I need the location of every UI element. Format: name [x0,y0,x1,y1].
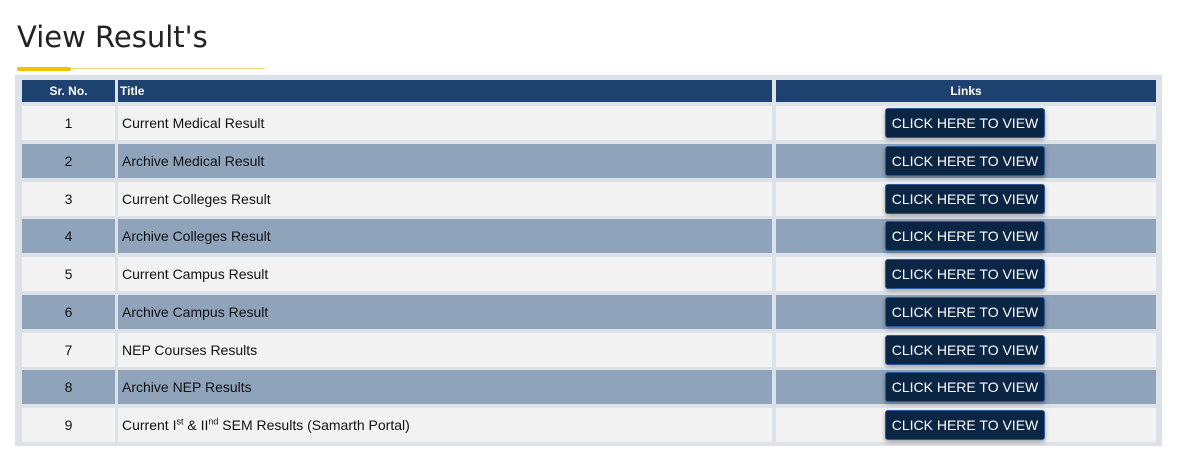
view-button[interactable]: CLICK HERE TO VIEW [885,259,1045,289]
title-text: Current Campus Result [122,266,268,282]
result-title: Archive Medical Result [118,143,772,178]
sr-no: 3 [22,181,115,216]
column-header: Links [776,80,1156,102]
view-button[interactable]: CLICK HERE TO VIEW [885,334,1045,365]
superscript: nd [208,416,219,427]
title-text: Archive Medical Result [122,153,264,169]
result-title: Archive Campus Result [118,294,772,329]
view-button[interactable]: CLICK HERE TO VIEW [885,221,1045,252]
view-button[interactable]: CLICK HERE TO VIEW [885,410,1045,440]
link-cell: CLICK HERE TO VIEW [776,143,1156,178]
title-part: Current Colleges Result [122,190,271,207]
title-part: Current Campus Result [122,266,269,282]
sr-no: 8 [22,370,115,405]
view-button[interactable]: CLICK HERE TO VIEW [885,296,1045,327]
title-part: & II [183,417,209,433]
title-text: NEP Courses Results [122,342,257,358]
result-title: Current Ist & IInd SEM Results (Samarth … [118,408,772,442]
link-cell: CLICK HERE TO VIEW [776,181,1156,216]
result-title: NEP Courses Results [118,332,772,367]
column-header: Title [118,80,772,102]
sr-no: 4 [22,219,115,254]
title-part: Archive Medical Result [122,152,265,169]
sr-no: 9 [22,408,115,442]
sr-no: 6 [22,294,115,329]
link-cell: CLICK HERE TO VIEW [776,370,1156,405]
page-title: View Result's [17,20,208,54]
result-title: Archive Colleges Result [118,219,772,254]
title-text: Archive NEP Results [122,379,252,395]
title-text: Archive Campus Result [122,304,268,320]
column-header: Sr. No. [22,80,115,102]
title-part: Current Medical Result [122,115,265,131]
view-button[interactable]: CLICK HERE TO VIEW [885,372,1045,403]
view-button[interactable]: CLICK HERE TO VIEW [885,145,1045,176]
result-title: Current Colleges Result [118,181,772,216]
title-text: Current Medical Result [122,115,264,131]
result-title: Archive NEP Results [118,370,772,405]
title-part: NEP Courses Results [122,341,258,358]
sr-no: 5 [22,257,115,291]
title-part: SEM Results (Samarth Portal) [218,417,410,433]
title-accent [17,67,71,71]
result-title: Current Campus Result [118,257,772,291]
title-text: Current Ist & IInd SEM Results (Samarth … [122,417,410,433]
link-cell: CLICK HERE TO VIEW [776,219,1156,254]
title-underline [17,68,265,69]
link-cell: CLICK HERE TO VIEW [776,408,1156,442]
title-part: Archive NEP Results [122,379,252,396]
link-cell: CLICK HERE TO VIEW [776,332,1156,367]
view-button[interactable]: CLICK HERE TO VIEW [885,183,1045,214]
link-cell: CLICK HERE TO VIEW [776,257,1156,291]
sr-no: 2 [22,143,115,178]
link-cell: CLICK HERE TO VIEW [776,294,1156,329]
title-part: Archive Campus Result [122,303,269,320]
link-cell: CLICK HERE TO VIEW [776,106,1156,140]
title-text: Archive Colleges Result [122,228,271,244]
title-part: Archive Colleges Result [122,228,271,245]
view-button[interactable]: CLICK HERE TO VIEW [885,108,1045,138]
results-table: Sr. No. Title Links 1 Current Medical Result… [15,75,1162,446]
sr-no: 1 [22,106,115,140]
title-part: Current I [122,417,177,433]
superscript: st [176,416,184,427]
title-text: Current Colleges Result [122,191,271,207]
sr-no: 7 [22,332,115,367]
result-title: Current Medical Result [118,106,772,140]
